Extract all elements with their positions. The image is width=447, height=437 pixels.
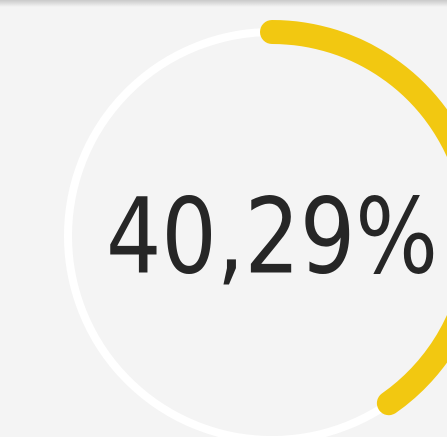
ring <box>64 20 447 437</box>
percentage-label: 40,29% <box>106 175 438 297</box>
top-divider <box>0 0 447 7</box>
progress-arc <box>260 20 447 416</box>
